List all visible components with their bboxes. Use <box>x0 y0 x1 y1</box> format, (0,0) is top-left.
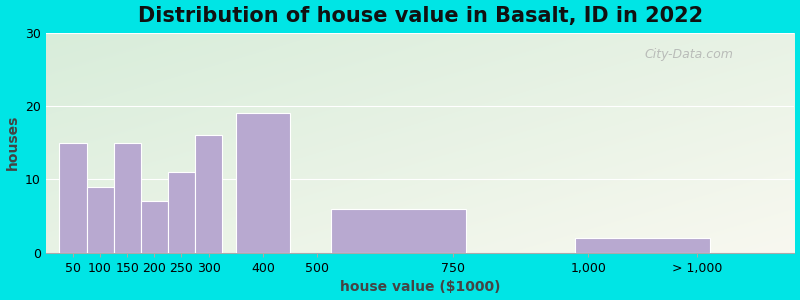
Bar <box>574 238 710 253</box>
Bar <box>330 209 466 253</box>
Bar <box>86 187 114 253</box>
Text: City-Data.com: City-Data.com <box>645 48 734 61</box>
Bar <box>195 135 222 253</box>
Title: Distribution of house value in Basalt, ID in 2022: Distribution of house value in Basalt, I… <box>138 6 702 26</box>
Bar <box>141 202 168 253</box>
Bar <box>59 143 86 253</box>
Y-axis label: houses: houses <box>6 115 19 170</box>
X-axis label: house value ($1000): house value ($1000) <box>340 280 500 294</box>
Bar <box>236 113 290 253</box>
Bar <box>114 143 141 253</box>
Bar <box>168 172 195 253</box>
